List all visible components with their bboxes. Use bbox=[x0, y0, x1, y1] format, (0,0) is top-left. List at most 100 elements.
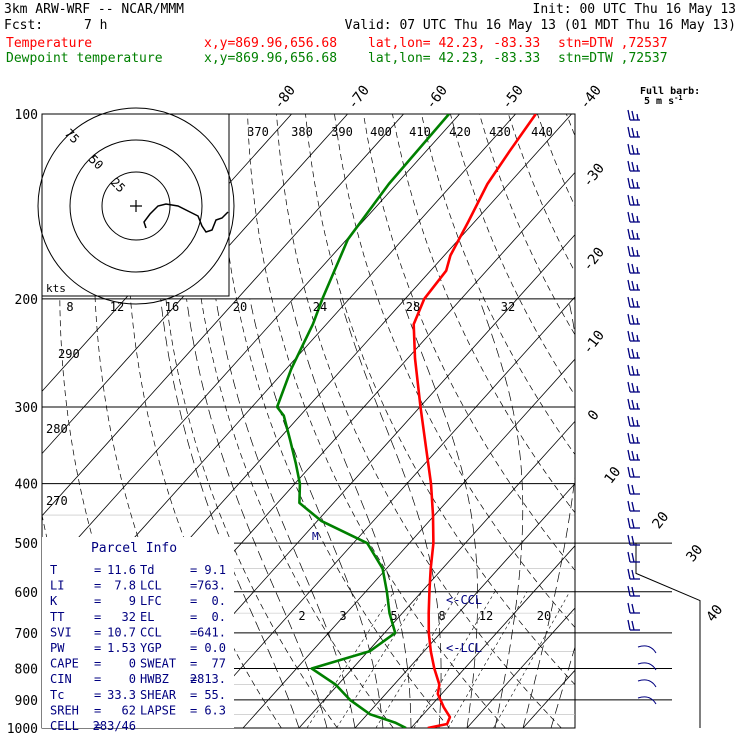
parcel-param-name: YGP bbox=[140, 641, 162, 655]
dry-adiabat bbox=[653, 114, 740, 728]
mixing-ratio-label: 12 bbox=[479, 609, 493, 623]
isotherm-label: -40 bbox=[577, 83, 605, 113]
temperature-profile-line bbox=[412, 114, 537, 728]
wind-barb bbox=[627, 432, 640, 444]
wind-barb-flag bbox=[627, 194, 631, 206]
pressure-tick-label: 600 bbox=[15, 586, 38, 601]
wind-barb-flag bbox=[631, 161, 635, 172]
moist-adiabat bbox=[401, 298, 478, 728]
parcel-param-name: PW bbox=[50, 641, 65, 655]
pressure-tick-label: 500 bbox=[15, 537, 38, 552]
parcel-param-name: LCL bbox=[140, 579, 162, 593]
fcst-hours: 7 h bbox=[84, 18, 108, 33]
dry-adiabat-label: 270 bbox=[46, 494, 68, 508]
wind-barb bbox=[627, 296, 640, 308]
wind-barb bbox=[637, 679, 657, 688]
wind-barb-flag bbox=[627, 381, 631, 393]
wind-barb-shaft bbox=[637, 645, 657, 654]
parcel-param-value: 763. bbox=[197, 579, 226, 593]
temperature-stn: stn=DTW ,72537 bbox=[558, 36, 668, 51]
dry-adiabat bbox=[247, 114, 506, 728]
wind-barb-flag bbox=[631, 263, 635, 274]
wind-barb-flag bbox=[627, 126, 631, 138]
wind-barb bbox=[637, 645, 657, 654]
parcel-param-value: 33.3 bbox=[107, 688, 136, 702]
parcel-equals: = bbox=[190, 657, 197, 671]
theta-e-label: 410 bbox=[409, 125, 431, 139]
parcel-param-value: 0.0 bbox=[204, 641, 226, 655]
parcel-info-title: Parcel Info bbox=[91, 541, 177, 556]
wind-barb-flag bbox=[627, 143, 631, 155]
parcel-equals: = bbox=[94, 657, 101, 671]
wind-barb-flag bbox=[636, 351, 639, 359]
isotherm-line bbox=[635, 114, 740, 728]
wind-barb bbox=[627, 245, 640, 257]
pressure-tick-label: 200 bbox=[15, 293, 38, 308]
parcel-param-value: 6.3 bbox=[204, 703, 226, 717]
wind-barb bbox=[627, 619, 640, 631]
wind-barb-flag bbox=[631, 110, 635, 121]
wind-barb-flag bbox=[636, 181, 639, 189]
wind-barb bbox=[627, 398, 640, 410]
dry-adiabat bbox=[537, 114, 575, 208]
parcel-param-name: K bbox=[50, 594, 58, 608]
wind-barb bbox=[627, 228, 640, 240]
wind-barb-flag bbox=[627, 432, 631, 444]
parcel-param-name: CAPE bbox=[50, 657, 79, 671]
moist-adiabat bbox=[249, 298, 384, 728]
parcel-param-value: 55. bbox=[204, 688, 226, 702]
wind-barb-flag bbox=[627, 211, 631, 223]
moist-adiabat bbox=[550, 645, 575, 728]
dry-adiabat bbox=[158, 114, 338, 728]
wind-barb bbox=[637, 696, 657, 705]
isotherm-label: -60 bbox=[423, 83, 451, 113]
wind-barb bbox=[627, 330, 640, 342]
wind-barb-flag bbox=[627, 398, 631, 410]
wind-barb-flag bbox=[627, 602, 631, 614]
wind-barb-flag bbox=[631, 518, 635, 529]
wind-barb-flag bbox=[631, 416, 635, 427]
wind-barb-flag bbox=[631, 382, 635, 393]
parcel-info-box bbox=[42, 537, 234, 728]
parcel-equals: = bbox=[190, 625, 197, 639]
wind-barb-flag bbox=[631, 246, 635, 257]
dry-adiabat bbox=[595, 114, 740, 728]
theta-e-label: 390 bbox=[331, 125, 353, 139]
wind-barb-flag bbox=[627, 296, 631, 308]
dewpoint-legend: Dewpoint temperature bbox=[6, 51, 163, 66]
wind-barb-flag bbox=[636, 436, 639, 444]
model-title: 3km ARW-WRF -- NCAR/MMM bbox=[4, 2, 185, 17]
mixing-ratio-label: 20 bbox=[537, 609, 551, 623]
moist-adiabat bbox=[522, 298, 575, 728]
isotherm-label: -80 bbox=[271, 83, 299, 113]
dewpoint-xy: x,y=869.96,656.68 bbox=[204, 51, 338, 66]
parcel-equals: = bbox=[190, 610, 197, 624]
wind-barb-flag bbox=[631, 280, 635, 291]
parcel-equals: = bbox=[94, 672, 101, 686]
wind-barb bbox=[627, 279, 640, 291]
mixing-ratio-line bbox=[447, 591, 528, 729]
isotherm-line bbox=[522, 669, 575, 728]
hodograph-ring bbox=[69, 139, 203, 273]
dry-adiabat bbox=[334, 114, 575, 629]
parcel-param-name: TT bbox=[50, 610, 64, 624]
parcel-param-value: 11.6 bbox=[107, 563, 136, 577]
moist-adiabat bbox=[339, 298, 442, 728]
theta-e-label: 440 bbox=[531, 125, 553, 139]
wind-barb-flag bbox=[627, 483, 631, 495]
speed-tick-label: 32 bbox=[501, 300, 515, 314]
dry-adiabat bbox=[363, 114, 575, 571]
hodograph-ring bbox=[101, 171, 171, 241]
isotherm-line bbox=[42, 114, 348, 455]
pressure-tick-label: 700 bbox=[15, 627, 38, 642]
wind-barb-flag bbox=[636, 198, 639, 206]
isotherm-label: -30 bbox=[580, 161, 608, 191]
wind-barb bbox=[627, 177, 640, 189]
parcel-param-value: 283/46 bbox=[93, 719, 136, 733]
wind-barb-flag bbox=[627, 415, 631, 427]
wind-barb-flag bbox=[627, 568, 631, 580]
parcel-equals: = bbox=[94, 703, 101, 717]
wind-barb-flag bbox=[631, 365, 635, 376]
wind-barb-shaft bbox=[637, 662, 657, 671]
